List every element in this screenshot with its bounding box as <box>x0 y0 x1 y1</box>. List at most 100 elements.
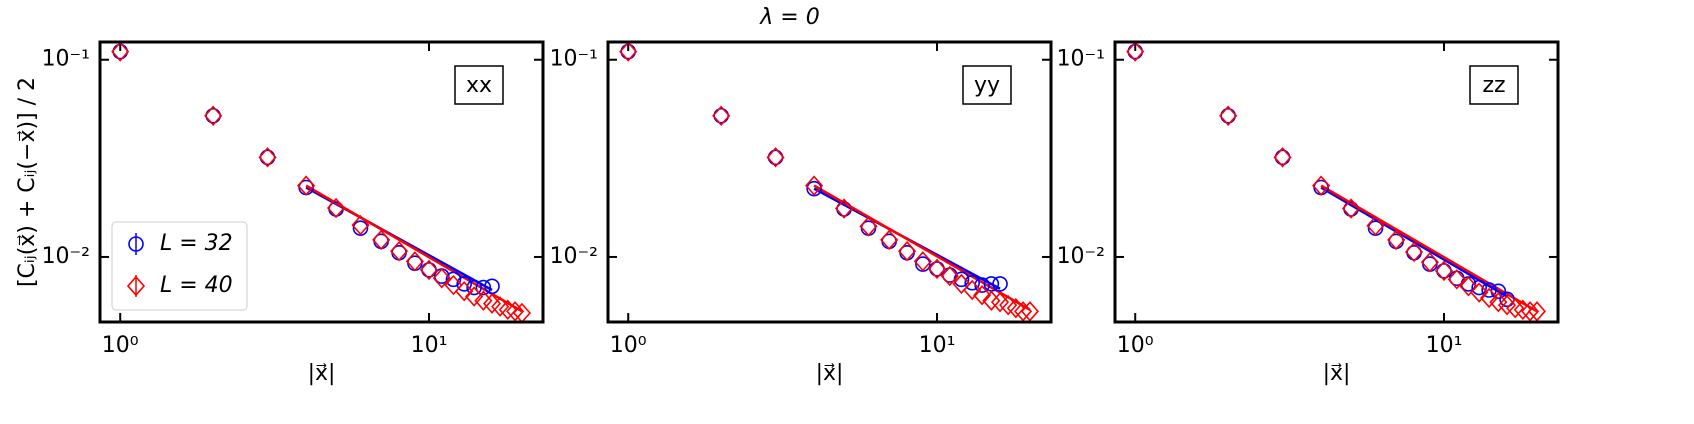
marker <box>259 149 276 166</box>
x-tick-label: 10¹ <box>919 333 956 358</box>
marker <box>498 299 517 320</box>
marker <box>880 229 899 251</box>
marker <box>372 229 391 251</box>
marker <box>405 251 424 272</box>
panel-label-box <box>454 65 504 105</box>
figure-title: λ = 0 <box>759 5 819 30</box>
marker <box>1020 301 1040 322</box>
marker <box>1480 287 1499 309</box>
x-tick-label: 10¹ <box>411 333 448 358</box>
marker <box>1404 241 1424 263</box>
plot-frame <box>98 40 545 324</box>
marker <box>505 301 525 322</box>
plot-frame <box>1113 40 1560 324</box>
marker <box>898 240 917 262</box>
x-tick-label: 10⁰ <box>102 333 139 358</box>
marker <box>1497 294 1517 316</box>
marker <box>712 105 731 126</box>
marker <box>1220 107 1236 124</box>
marker <box>111 41 130 62</box>
marker <box>351 214 370 236</box>
marker <box>929 261 945 277</box>
marker <box>456 276 472 292</box>
y-axis-label: [Cᵢⱼ(x⃗) + Cᵢⱼ(−x⃗)] / 2 <box>15 77 40 287</box>
marker <box>805 175 824 196</box>
marker <box>1436 263 1452 279</box>
x-axis-label: |x⃗| <box>816 361 844 386</box>
marker <box>455 281 474 302</box>
marker <box>1273 147 1292 168</box>
marker <box>258 147 277 168</box>
marker <box>1459 276 1478 297</box>
plot-frame <box>606 40 1053 324</box>
legend-label: L = 32 <box>160 231 233 256</box>
legend-box <box>111 221 248 311</box>
marker <box>326 197 346 219</box>
marker <box>1527 301 1547 322</box>
marker <box>1013 301 1033 322</box>
marker <box>973 284 992 306</box>
marker <box>767 149 784 166</box>
marker <box>1274 149 1291 166</box>
marker <box>475 279 492 296</box>
marker <box>1387 229 1406 251</box>
marker <box>834 198 854 219</box>
marker <box>1312 175 1331 196</box>
marker <box>952 273 971 295</box>
panel-label: xx <box>466 73 492 98</box>
marker <box>445 271 462 288</box>
marker <box>940 265 959 287</box>
x-tick-label: 10¹ <box>1426 333 1463 358</box>
marker <box>1219 105 1238 126</box>
x-tick-label: 10⁰ <box>610 333 647 358</box>
y-tick-label: 10⁻² <box>1057 244 1105 269</box>
marker <box>444 274 463 296</box>
panel-label-box <box>962 65 1012 105</box>
marker <box>297 175 316 196</box>
x-axis-label: |x⃗| <box>1323 361 1351 386</box>
marker <box>128 236 144 252</box>
y-tick-label: 10⁻² <box>550 244 598 269</box>
marker <box>766 147 785 168</box>
marker <box>1447 269 1466 290</box>
marker <box>1513 299 1532 320</box>
marker <box>992 276 1008 292</box>
marker <box>963 279 982 301</box>
marker <box>927 258 947 280</box>
panel-label-box <box>1469 65 1519 105</box>
marker <box>205 107 221 124</box>
marker <box>204 105 223 126</box>
x-axis-label: |x⃗| <box>308 361 336 386</box>
marker <box>491 296 510 317</box>
marker <box>1471 279 1487 296</box>
marker <box>619 41 638 62</box>
marker <box>421 262 437 278</box>
legend-label: L = 40 <box>160 273 233 298</box>
marker <box>484 278 500 295</box>
y-tick-label: 10⁻¹ <box>1057 47 1105 72</box>
marker <box>466 279 482 296</box>
marker <box>1470 282 1489 303</box>
panel-label: zz <box>1482 73 1505 98</box>
marker <box>1366 215 1385 236</box>
y-tick-label: 10⁻¹ <box>550 47 598 72</box>
marker <box>390 240 409 262</box>
marker <box>913 251 932 272</box>
marker <box>713 107 729 124</box>
marker <box>1481 282 1497 298</box>
marker <box>126 275 146 297</box>
marker <box>1341 198 1361 219</box>
panel-label: yy <box>974 73 1000 98</box>
marker <box>432 268 451 289</box>
marker <box>465 286 484 307</box>
marker <box>1434 260 1454 282</box>
marker <box>419 259 439 281</box>
marker <box>1126 41 1145 62</box>
marker <box>859 216 878 237</box>
marker <box>1520 301 1540 322</box>
marker <box>1506 297 1525 319</box>
y-tick-label: 10⁻² <box>42 244 90 269</box>
x-tick-label: 10⁰ <box>1117 333 1154 358</box>
